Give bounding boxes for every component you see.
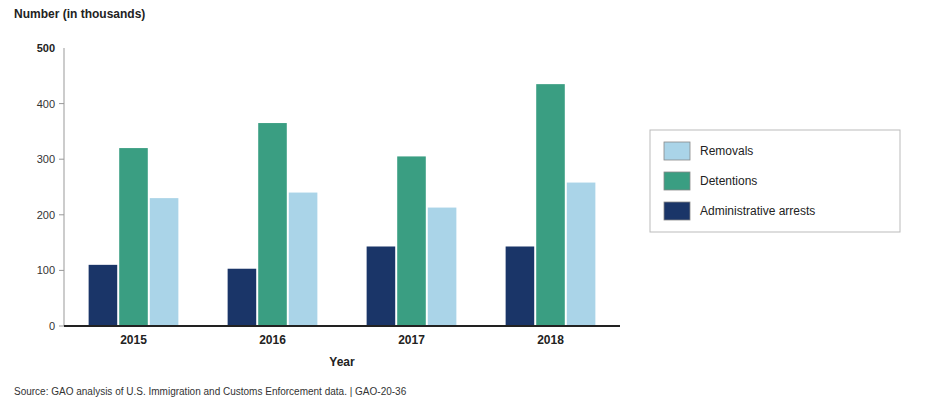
legend-swatch (664, 172, 690, 190)
bar (150, 198, 179, 326)
bar (258, 123, 287, 326)
y-tick (59, 270, 64, 271)
bar (228, 269, 257, 326)
y-tick-label: 100 (37, 264, 55, 276)
y-axis-label: Number (in thousands) (14, 7, 145, 21)
bar (567, 183, 596, 326)
x-axis-label: Year (329, 355, 355, 369)
y-tick (59, 214, 64, 215)
legend-label: Administrative arrests (700, 204, 815, 218)
y-tick (59, 326, 64, 327)
y-axis-line (64, 48, 65, 326)
annotation: 500 (37, 42, 55, 54)
y-tick (59, 159, 64, 160)
y-tick-label: 0 (49, 320, 55, 332)
y-tick-label: 300 (37, 153, 55, 165)
legend-frame (650, 130, 900, 232)
bar (119, 148, 148, 326)
bar (536, 84, 565, 326)
bar (89, 265, 118, 326)
y-tick-label: 200 (37, 209, 55, 221)
source-note: Source: GAO analysis of U.S. Immigration… (14, 386, 407, 397)
bar (367, 246, 396, 326)
x-tick-label: 2018 (537, 333, 564, 347)
x-tick-label: 2015 (120, 333, 147, 347)
bar (397, 156, 426, 326)
bar (428, 208, 457, 326)
x-tick-label: 2016 (259, 333, 286, 347)
legend-label: Detentions (700, 174, 757, 188)
x-tick-label: 2017 (398, 333, 425, 347)
bars (89, 84, 596, 326)
chart: Number (in thousands) 0 100 200 300 400 500 201… (0, 0, 944, 405)
legend: Removals Detentions Administrative arrests (650, 130, 900, 232)
bar (289, 193, 318, 326)
y-tick-label: 400 (37, 98, 55, 110)
legend-swatch (664, 202, 690, 220)
y-tick (59, 103, 64, 104)
bar (506, 246, 535, 326)
legend-label: Removals (700, 144, 753, 158)
legend-swatch (664, 142, 690, 160)
x-axis-line (64, 325, 620, 327)
